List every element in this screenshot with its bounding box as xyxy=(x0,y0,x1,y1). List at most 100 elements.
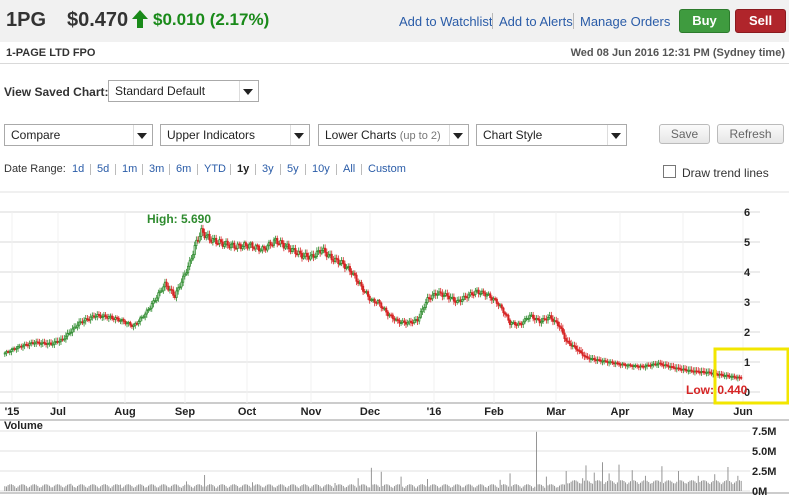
compare-select[interactable]: Compare xyxy=(4,124,153,146)
range-custom[interactable]: Custom xyxy=(368,163,406,175)
draw-trend-lines-checkbox[interactable] xyxy=(663,165,676,178)
candle-body xyxy=(241,246,244,250)
range-1y[interactable]: 1y xyxy=(237,163,250,175)
candle-body xyxy=(584,355,588,358)
upper-indicators-label: Upper Indicators xyxy=(167,128,256,142)
sell-button[interactable]: Sell xyxy=(735,9,786,33)
candle-body xyxy=(355,274,358,282)
candle-body xyxy=(218,239,221,244)
candle-body xyxy=(249,242,252,245)
range-ytd[interactable]: YTD xyxy=(204,163,226,175)
candle-body xyxy=(655,363,659,366)
candle-body xyxy=(30,342,33,345)
candle-body xyxy=(362,285,365,292)
range-3y[interactable]: 3y xyxy=(262,163,274,175)
upper-indicators-select[interactable]: Upper Indicators xyxy=(160,124,310,146)
add-to-watchlist-link[interactable]: Add to Watchlist xyxy=(399,14,493,29)
candle-body xyxy=(517,322,520,326)
candle-body xyxy=(726,374,730,377)
high-annotation: High: 5.690 xyxy=(147,212,211,226)
candle-body xyxy=(51,343,54,346)
candle-body xyxy=(229,243,233,249)
candle-body xyxy=(89,316,92,321)
candle-body xyxy=(13,348,16,351)
candle-body xyxy=(507,314,510,321)
candle-body xyxy=(15,347,18,350)
candle-body xyxy=(568,340,571,345)
candle-body xyxy=(710,372,713,375)
candle-body xyxy=(495,298,498,304)
add-to-alerts-link[interactable]: Add to Alerts xyxy=(499,14,573,29)
candle-body xyxy=(404,321,408,325)
candle-body xyxy=(424,302,427,308)
candle-body xyxy=(375,301,378,304)
refresh-button[interactable]: Refresh xyxy=(717,124,784,144)
candle-body xyxy=(122,318,125,322)
candle-body xyxy=(177,287,180,292)
chart-style-select[interactable]: Chart Style xyxy=(476,124,627,146)
chart-grid xyxy=(0,191,789,494)
candle-body xyxy=(18,345,21,348)
price-change: $0.010 (2.17%) xyxy=(153,10,270,29)
candle-body xyxy=(548,315,551,319)
candle-body xyxy=(87,319,91,321)
range-1d[interactable]: 1d xyxy=(72,163,85,175)
candle-body xyxy=(244,242,247,246)
candle-body xyxy=(665,364,668,367)
candle-body xyxy=(188,260,191,267)
candle-body xyxy=(487,293,490,296)
candle-body xyxy=(565,338,568,342)
draw-trend-lines-label[interactable]: Draw trend lines xyxy=(682,166,769,180)
candle-body xyxy=(41,341,44,344)
candle-body xyxy=(154,300,157,303)
buy-button[interactable]: Buy xyxy=(679,9,730,33)
volume-axis: 0M 2.5M 5.0M 7.5M xyxy=(752,426,776,498)
candle-body xyxy=(428,297,431,299)
candle-body xyxy=(162,286,165,292)
candle-body xyxy=(223,243,226,247)
candle-body xyxy=(61,338,64,341)
candle-body xyxy=(337,258,340,265)
range-all[interactable]: All xyxy=(343,163,356,175)
range-5y[interactable]: 5y xyxy=(287,163,299,175)
range-6m[interactable]: 6m xyxy=(176,163,192,175)
candle-body xyxy=(403,320,406,323)
candle-body xyxy=(490,297,493,301)
candle-body xyxy=(589,358,592,360)
saved-chart-select[interactable]: Standard Default xyxy=(108,80,259,102)
candle-body xyxy=(593,357,596,361)
candle-body xyxy=(442,294,446,297)
save-button[interactable]: Save xyxy=(659,124,710,144)
candle-body xyxy=(702,371,705,373)
candle-body xyxy=(525,318,528,320)
candle-body xyxy=(25,343,28,346)
range-3m[interactable]: 3m xyxy=(149,163,165,175)
range-1m[interactable]: 1m xyxy=(122,163,138,175)
candle-body xyxy=(682,368,685,371)
candle-body xyxy=(281,240,284,244)
price-tick-label: 1 xyxy=(744,357,750,369)
candle-body xyxy=(558,325,561,328)
candle-body xyxy=(332,259,335,262)
range-5d[interactable]: 5d xyxy=(97,163,110,175)
candle-body xyxy=(233,242,236,249)
candle-body xyxy=(586,356,589,359)
candle-body xyxy=(390,314,393,317)
date-tick-label: Dec xyxy=(360,406,380,418)
candle-body xyxy=(646,364,649,367)
candle-body xyxy=(489,293,492,298)
candle-body xyxy=(40,342,43,345)
candle-body xyxy=(26,344,29,347)
candle-body xyxy=(152,300,155,305)
candle-body xyxy=(155,297,158,302)
candle-body xyxy=(575,346,578,350)
candle-body xyxy=(101,316,104,319)
manage-orders-link[interactable]: Manage Orders xyxy=(580,14,671,29)
range-10y[interactable]: 10y xyxy=(312,163,330,175)
candle-body xyxy=(393,318,396,321)
candle-body xyxy=(73,326,76,330)
lower-charts-select[interactable]: Lower Charts (up to 2) xyxy=(318,124,469,146)
candle-body xyxy=(45,342,48,345)
candle-body xyxy=(479,293,482,295)
candle-body xyxy=(119,320,122,322)
